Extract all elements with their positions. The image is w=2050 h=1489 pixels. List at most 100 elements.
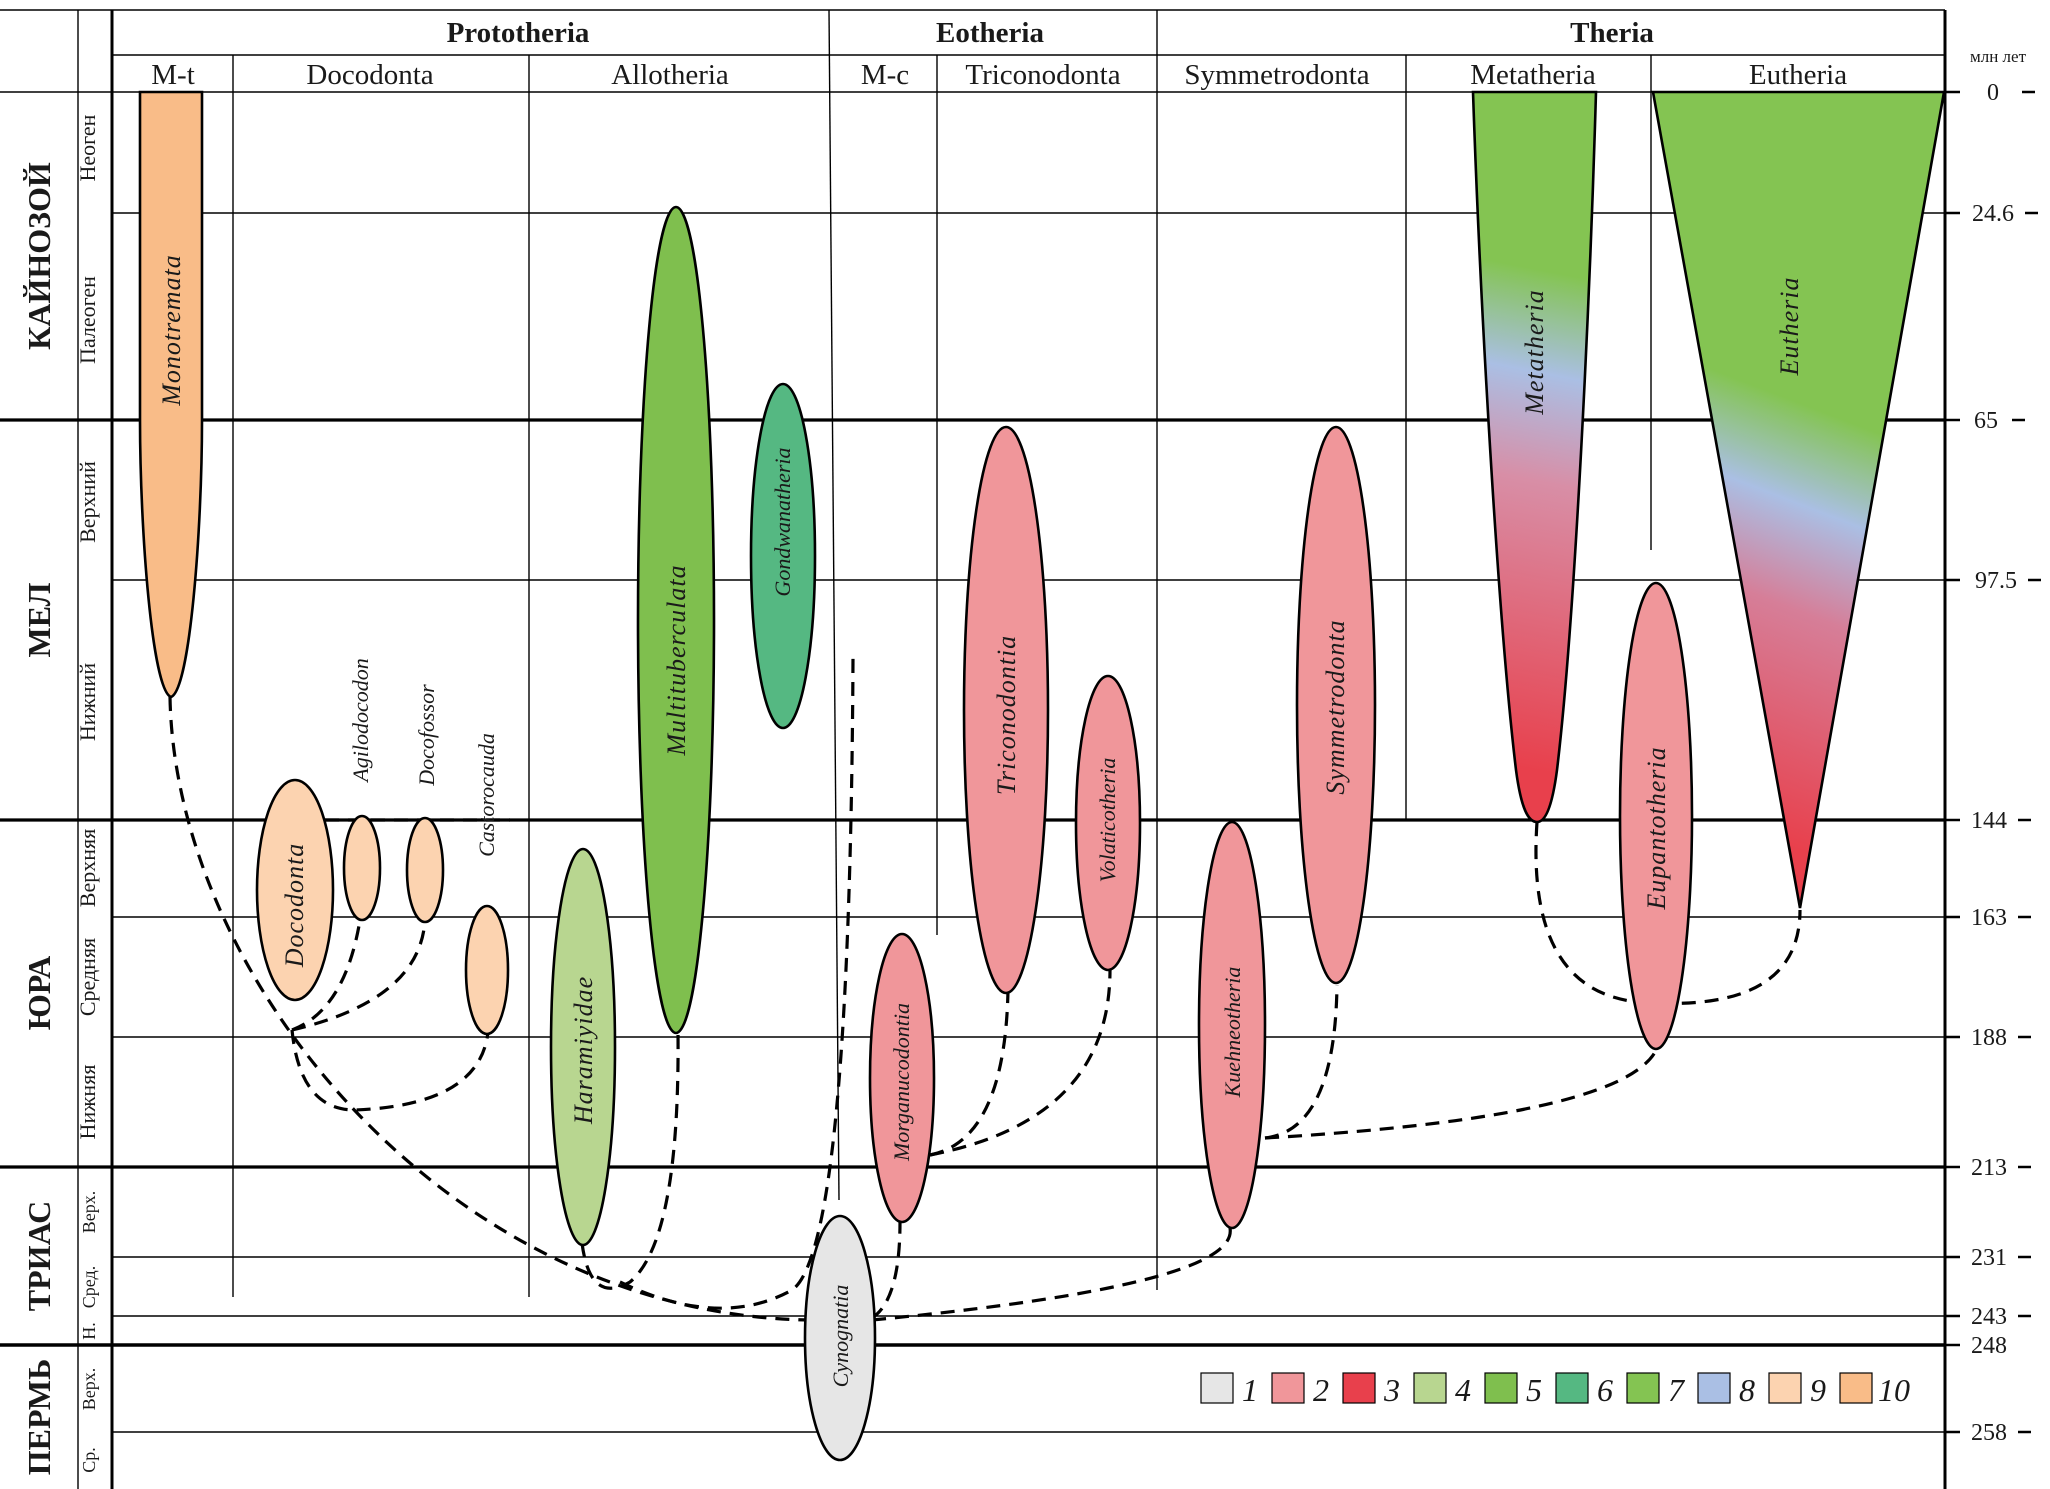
docodonta-range [255,778,335,1002]
taxon-label-haramiyidae: Haramiyidae [569,976,598,1125]
legend-label-8: 8 [1739,1372,1755,1408]
taxon-label-gondwanatheria: Gondwanatheria [770,447,795,596]
castorocauda-range [464,904,510,1036]
morganucodontia-range [868,932,936,1224]
legend-swatch-8 [1697,1372,1731,1404]
legend-label-1: 1 [1242,1372,1258,1408]
subgroup-label-eutheria: Eutheria [1749,59,1847,91]
taxon-label-docodonta: Docodonta [280,843,309,969]
age-label-188: 188 [1971,1025,2007,1051]
legend-swatch-5 [1484,1372,1518,1404]
era-label-cretaceous: МЕЛ [21,582,57,657]
multituberculata-range [636,205,716,1035]
column-lines [0,9,1947,1489]
legend-label-9: 9 [1810,1372,1826,1408]
volaticotheria-range [1074,674,1142,972]
agilodocodon-range [342,814,382,922]
legend-label-6: 6 [1597,1372,1613,1408]
metatheria-range [1471,90,1598,824]
legend-label-4: 4 [1455,1372,1471,1408]
header: Prototheria Eotheria Theria M-t Docodont… [151,17,2026,91]
legend-swatch-6 [1555,1372,1589,1404]
age-label-144: 144 [1971,808,2007,834]
legend-swatch-9 [1768,1372,1802,1404]
taxon-label-metatheria: Metatheria [1520,289,1549,416]
epoch-label-paleogene: Палеоген [75,276,100,364]
subgroup-label-metatheria: Metatheria [1470,59,1596,91]
taxon-label-agilodocodon: Agilodocodon [348,658,373,783]
eutheria-range [1651,90,1946,909]
phylogeny-links [168,657,1802,1322]
subgroup-label-allotheria: Allotheria [611,59,729,91]
age-label-0: 0 [1987,80,1999,106]
epoch-label-middle-jurassic: Средняя [75,938,100,1016]
epoch-label-lower-jurassic: Нижняя [75,1065,100,1140]
taxon-label-monotremata: Monotremata [157,254,186,407]
age-scale: 0 24.6 65 97.5 144 163 188 213 231 243 2… [1945,80,2041,1446]
legend-swatch-1 [1200,1372,1234,1404]
legend-swatch-4 [1413,1372,1447,1404]
age-label-248: 248 [1971,1333,2007,1359]
taxon-label-castorocauda: Castorocauda [474,733,499,857]
epoch-label-neogene: Неоген [75,114,100,181]
legend-swatch-3 [1342,1372,1376,1404]
legend-label-5: 5 [1526,1372,1542,1408]
kuehneotheria-range [1197,820,1267,1230]
gondwanatheria-range [749,382,817,730]
legend-swatch-10 [1839,1372,1873,1404]
age-label-258: 258 [1971,1420,2007,1446]
age-label-213: 213 [1971,1155,2007,1181]
epoch-label-middle-permian: Ср. [79,1447,99,1473]
taxon-label-eupantotheria: Eupantotheria [1642,746,1671,910]
taxa [138,90,1946,1462]
taxon-label-docofossor: Docofossor [414,684,439,787]
age-label-24-6: 24.6 [1972,201,2014,227]
epoch-label-lower-triassic: Н. [79,1322,99,1340]
stratigraphy-labels: КАЙНОЗОЙ МЕЛ ЮРА ТРИАС ПЕРМЬ Неоген Пале… [21,114,100,1475]
taxon-label-multituberculata: Multituberculata [662,564,691,756]
legend-label-3: 3 [1383,1372,1400,1408]
color-legend: 1 2 3 4 5 6 7 8 9 10 [1200,1372,1910,1408]
era-label-permian: ПЕРМЬ [21,1359,57,1476]
era-label-jurassic: ЮРА [21,956,57,1031]
legend-label-7: 7 [1668,1372,1686,1408]
taxon-label-triconodontia: Triconodontia [992,635,1021,795]
taxon-label-cynognatia: Cynognatia [828,1285,853,1388]
taxon-label-kuehneotheria: Kuehneotheria [1220,967,1245,1099]
taxon-label-volaticotheria: Volaticotheria [1095,758,1120,883]
era-label-triassic: ТРИАС [21,1201,57,1311]
epoch-label-upper-triassic: Верх. [79,1191,99,1234]
subgroup-label-m-t: M-t [151,59,195,91]
era-label-cenozoic: КАЙНОЗОЙ [21,162,57,350]
subgroup-label-docodonta: Docodonta [306,59,433,91]
taxon-labels: Monotremata Docodonta Agilodocodon Docof… [157,254,1804,1387]
taxon-label-eutheria: Eutheria [1775,277,1804,377]
age-label-243: 243 [1971,1304,2007,1330]
legend-label-10: 10 [1878,1372,1910,1408]
age-label-231: 231 [1971,1245,2007,1271]
group-label-eotheria: Eotheria [936,17,1044,49]
subgroup-label-m-c: M-c [861,59,909,91]
legend-label-2: 2 [1313,1372,1329,1408]
epoch-label-upper-permian: Верх. [79,1368,99,1411]
age-label-163: 163 [1971,905,2007,931]
docofossor-range [405,816,445,924]
triconodontia-range [962,425,1050,995]
taxon-label-symmetrodonta: Symmetrodonta [1321,619,1350,794]
group-label-prototheria: Prototheria [447,17,590,49]
age-label-97-5: 97.5 [1975,568,2017,594]
monotremata-range [138,90,204,699]
legend-swatch-2 [1271,1372,1305,1404]
taxon-label-morganucodontia: Morganucodontia [889,1003,914,1162]
time-unit-label: млн лет [1970,47,2027,66]
group-label-theria: Theria [1570,17,1654,49]
epoch-label-middle-triassic: Сред. [79,1266,99,1308]
epoch-label-upper-jurassic: Верхняя [75,829,100,907]
subgroup-label-symmetrodonta: Symmetrodonta [1184,59,1369,91]
eupantotheria-range [1618,581,1694,1051]
cynognatia-range [803,1214,877,1462]
epoch-label-lower-cretaceous: Нижний [75,663,100,741]
epoch-label-upper-cretaceous: Верхний [75,461,100,543]
symmetrodonta-range [1295,425,1377,985]
